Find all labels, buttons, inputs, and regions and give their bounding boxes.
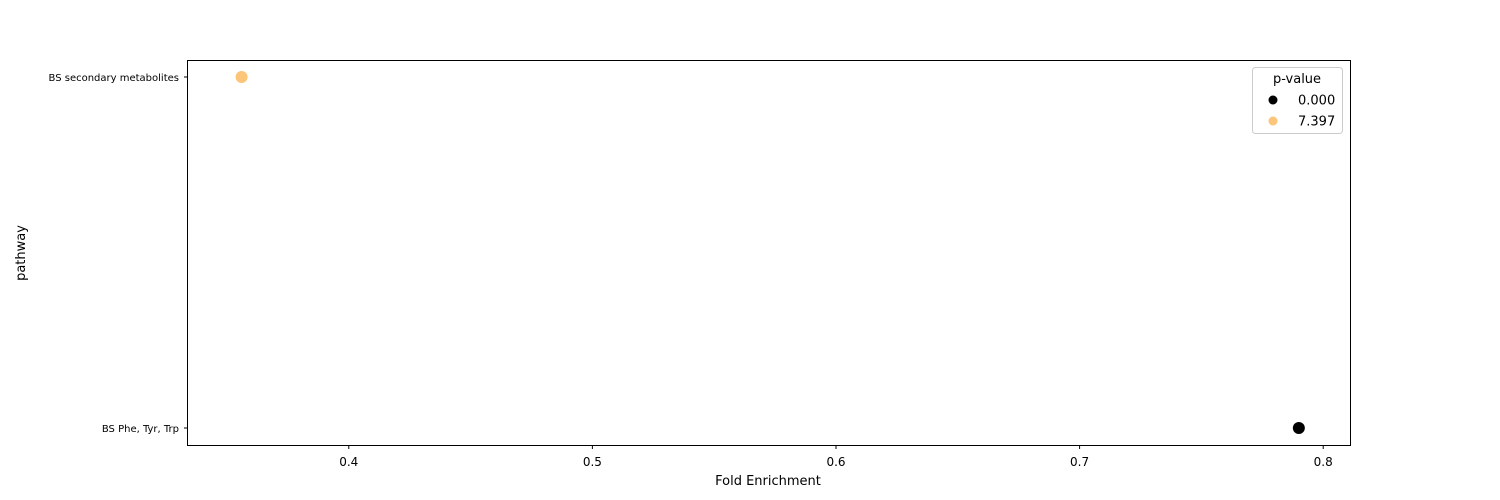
y-axis-ticks: BS secondary metabolites BS Phe, Tyr, Trp [49, 73, 188, 435]
legend-marker [1268, 116, 1278, 126]
x-tick-label: 0.8 [1314, 455, 1333, 469]
x-tick-label: 0.7 [1070, 455, 1089, 469]
x-tick-label: 0.6 [826, 455, 845, 469]
legend-label: 0.000 [1298, 94, 1335, 109]
plot-frame [187, 60, 1351, 446]
x-tick-label: 0.4 [339, 455, 358, 469]
data-points [235, 71, 1305, 434]
x-axis-ticks: 0.4 0.5 0.6 0.7 0.8 [339, 445, 1333, 469]
data-point [1292, 422, 1305, 434]
legend-entries: 0.000 7.397 [1268, 94, 1335, 130]
legend-label: 7.397 [1298, 115, 1335, 130]
x-axis-label: Fold Enrichment [715, 474, 821, 489]
y-tick-label: BS secondary metabolites [49, 73, 179, 84]
y-tick-label: BS Phe, Tyr, Trp [102, 424, 179, 435]
y-axis-label: pathway [14, 225, 29, 281]
legend-marker [1268, 95, 1278, 105]
legend-title: p-value [1273, 72, 1321, 87]
legend: p-value 0.000 7.397 [1252, 67, 1343, 134]
data-point [235, 71, 248, 83]
x-tick-label: 0.5 [583, 455, 602, 469]
